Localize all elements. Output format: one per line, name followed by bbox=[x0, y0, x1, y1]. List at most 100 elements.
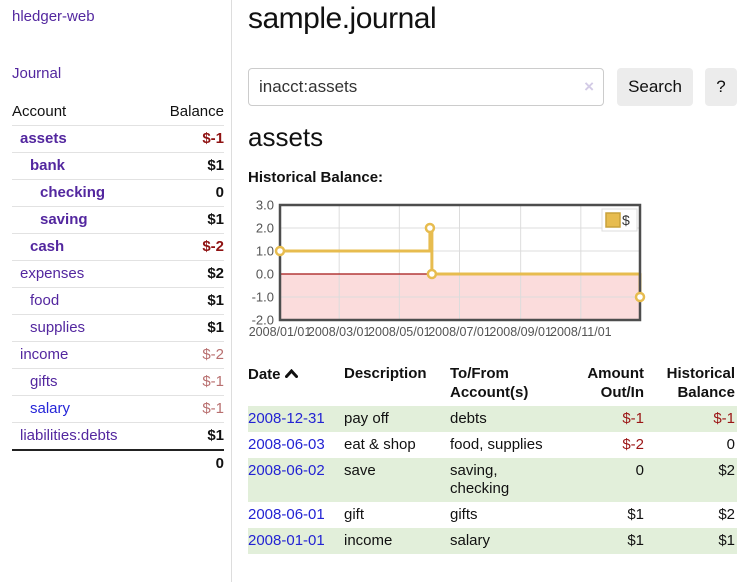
transaction-row: 2008-06-03 eat & shop food, supplies $-2 0 bbox=[248, 432, 737, 458]
account-row: gifts $-1 bbox=[12, 368, 224, 395]
transaction-amount: 0 bbox=[574, 458, 646, 502]
transaction-description: pay off bbox=[344, 406, 450, 432]
accounts-column-header: Account bbox=[12, 103, 67, 120]
help-button[interactable]: ? bbox=[705, 68, 737, 106]
transaction-accounts: saving, checking bbox=[450, 458, 574, 502]
transaction-date-link[interactable]: 2008-06-03 bbox=[248, 436, 325, 453]
transaction-date-link[interactable]: 2008-06-01 bbox=[248, 506, 325, 523]
sidebar-account-link[interactable]: saving bbox=[40, 211, 88, 228]
sidebar-account-link[interactable]: gifts bbox=[30, 373, 58, 390]
account-row: income $-2 bbox=[12, 341, 224, 368]
transaction-row: 2008-12-31 pay off debts $-1 $-1 bbox=[248, 406, 737, 432]
transaction-description: save bbox=[344, 458, 450, 502]
transaction-balance: $2 bbox=[646, 458, 737, 502]
svg-text:2008/05/01: 2008/05/01 bbox=[368, 325, 431, 339]
account-row: supplies $1 bbox=[12, 314, 224, 341]
sidebar-account-link[interactable]: supplies bbox=[30, 319, 86, 336]
sidebar-account-link[interactable]: income bbox=[20, 346, 69, 363]
transaction-balance: $-1 bbox=[646, 406, 737, 432]
sidebar-account-link[interactable]: salary bbox=[30, 400, 71, 417]
transaction-amount: $-2 bbox=[622, 436, 644, 453]
transaction-amount: $1 bbox=[574, 528, 646, 554]
svg-text:0.0: 0.0 bbox=[256, 267, 274, 282]
historical-balance-chart: $3.0 2.0 1.0 0.0 -1.0 -2.0 2008/01/01 2008/03/0… bbox=[245, 198, 742, 342]
transaction-accounts: debts bbox=[450, 406, 574, 432]
sidebar-account-link[interactable]: food bbox=[30, 292, 60, 309]
account-row: food $1 bbox=[12, 287, 224, 314]
sidebar-account-link[interactable]: checking bbox=[40, 184, 106, 201]
transaction-row: 2008-06-01 gift gifts $1 $2 bbox=[248, 502, 737, 528]
accounts-table-header: Account Balance bbox=[12, 100, 224, 125]
sidebar-item-journal[interactable]: Journal bbox=[12, 65, 62, 82]
transaction-description: eat & shop bbox=[344, 436, 416, 453]
account-row: expenses $2 bbox=[12, 260, 224, 287]
account-balance: $1 bbox=[207, 157, 224, 174]
account-title: assets bbox=[248, 122, 324, 152]
balance-column-header: Balance bbox=[169, 103, 224, 120]
svg-text:2008/01/01: 2008/01/01 bbox=[249, 325, 312, 339]
column-header-accounts[interactable]: To/From Account(s) bbox=[450, 365, 529, 401]
transaction-balance: $2 bbox=[718, 506, 735, 523]
accounts-table: Account Balance assets $-1 bank $1 checking 0… bbox=[12, 100, 224, 476]
svg-text:2008/09/01: 2008/09/01 bbox=[489, 325, 552, 339]
account-balance: $1 bbox=[207, 319, 224, 336]
account-balance: $-1 bbox=[202, 130, 224, 147]
accounts-rows: assets $-1 bank $1 checking 0 saving $1 cash $-2 e… bbox=[12, 125, 224, 449]
transaction-amount: $-1 bbox=[574, 406, 646, 432]
page-title: sample.journal bbox=[248, 2, 437, 35]
chart-canvas: $3.0 2.0 1.0 0.0 -1.0 -2.02008/01/012008/03/0… bbox=[249, 198, 646, 339]
sidebar-account-link[interactable]: bank bbox=[30, 157, 66, 174]
transaction-description: gift bbox=[344, 506, 365, 523]
transaction-date-link[interactable]: 2008-12-31 bbox=[248, 410, 325, 427]
register-header-row: Date Description To/From Account(s) Amou… bbox=[248, 362, 737, 406]
transaction-row: 2008-01-01 income salary $1 $1 bbox=[248, 528, 737, 554]
account-balance: $1 bbox=[207, 292, 224, 309]
app-brand-link[interactable]: hledger-web bbox=[12, 8, 95, 25]
account-balance: $-1 bbox=[202, 400, 224, 417]
column-header-amount[interactable]: Amount Out/In bbox=[587, 365, 644, 401]
account-row: salary $-1 bbox=[12, 395, 224, 422]
column-header-description[interactable]: Description bbox=[344, 365, 427, 382]
account-row: liabilities:debts $1 bbox=[12, 422, 224, 449]
transaction-balance: $1 bbox=[646, 528, 737, 554]
sidebar-account-link[interactable]: liabilities:debts bbox=[20, 427, 118, 444]
account-balance: $-2 bbox=[202, 238, 224, 255]
svg-text:1.0: 1.0 bbox=[256, 244, 274, 259]
account-row: bank $1 bbox=[12, 152, 224, 179]
account-balance: $-1 bbox=[202, 373, 224, 390]
transaction-row: 2008-06-02 save saving, checking 0 $2 bbox=[248, 458, 737, 502]
transaction-amount: $1 bbox=[627, 506, 644, 523]
accounts-total-value: 0 bbox=[215, 455, 224, 472]
transaction-date-link[interactable]: 2008-01-01 bbox=[248, 532, 325, 549]
svg-text:$: $ bbox=[622, 212, 630, 228]
main-content: sample.journal × Search ? assets Histori… bbox=[248, 0, 742, 582]
search-button[interactable]: Search bbox=[617, 68, 693, 106]
transaction-date-link[interactable]: 2008-06-02 bbox=[248, 462, 325, 479]
account-balance: $1 bbox=[207, 427, 224, 444]
clear-search-icon[interactable]: × bbox=[584, 77, 594, 96]
register-table: Date Description To/From Account(s) Amou… bbox=[248, 362, 737, 554]
account-balance: $2 bbox=[207, 265, 224, 282]
account-row: checking 0 bbox=[12, 179, 224, 206]
account-balance: $-2 bbox=[202, 346, 224, 363]
svg-text:2.0: 2.0 bbox=[256, 221, 274, 236]
svg-text:2008/03/01: 2008/03/01 bbox=[308, 325, 371, 339]
account-row: saving $1 bbox=[12, 206, 224, 233]
search-input[interactable] bbox=[248, 68, 604, 106]
sidebar-account-link[interactable]: cash bbox=[30, 238, 65, 255]
sidebar-account-link[interactable]: assets bbox=[20, 130, 67, 147]
column-header-balance[interactable]: Historical Balance bbox=[666, 365, 735, 401]
sidebar-account-link[interactable]: expenses bbox=[20, 265, 85, 282]
account-balance: 0 bbox=[215, 184, 224, 201]
transaction-description: income bbox=[344, 528, 450, 554]
column-header-date[interactable]: Date bbox=[248, 362, 344, 406]
svg-text:-2.0: -2.0 bbox=[252, 313, 274, 328]
search-form: × Search ? bbox=[248, 68, 742, 106]
svg-text:-1.0: -1.0 bbox=[252, 290, 274, 305]
account-balance: $1 bbox=[207, 211, 224, 228]
transaction-balance: 0 bbox=[726, 436, 735, 453]
svg-text:2008/11/01: 2008/11/01 bbox=[550, 325, 612, 339]
account-row: assets $-1 bbox=[12, 125, 224, 152]
chart-label: Historical Balance: bbox=[248, 169, 384, 186]
svg-text:3.0: 3.0 bbox=[256, 198, 274, 213]
